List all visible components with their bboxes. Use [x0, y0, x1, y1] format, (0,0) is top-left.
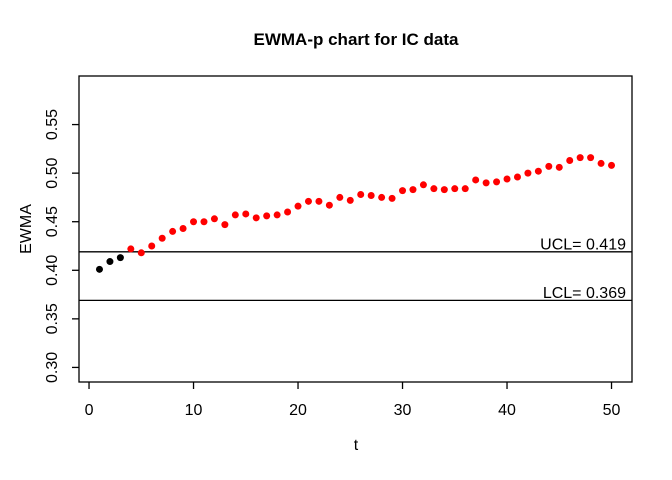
data-point [137, 249, 145, 257]
x-tick-label: 30 [394, 402, 412, 419]
data-point [106, 258, 114, 266]
data-point [430, 185, 438, 193]
x-tick-label: 0 [85, 402, 94, 419]
data-point [263, 212, 271, 220]
data-point [169, 227, 177, 235]
data-point [566, 157, 574, 165]
data-point [524, 169, 532, 177]
lcl-label: LCL= 0.369 [543, 285, 626, 302]
plot-box [78, 75, 633, 383]
data-point [461, 185, 469, 193]
data-point [284, 208, 292, 216]
y-tick-label: 0.50 [44, 157, 61, 188]
data-point [440, 186, 448, 194]
data-point [210, 215, 218, 223]
data-point [116, 254, 124, 262]
data-point [555, 163, 563, 171]
y-tick-label: 0.55 [44, 109, 61, 140]
data-point [399, 187, 407, 195]
x-tick-label: 10 [185, 402, 203, 419]
data-point [503, 175, 511, 183]
data-point [513, 173, 521, 181]
x-tick-label: 50 [603, 402, 621, 419]
y-tick-label: 0.45 [44, 206, 61, 237]
data-point [336, 193, 344, 201]
data-point [576, 154, 584, 162]
x-axis-label: t [354, 437, 359, 454]
data-point [231, 211, 239, 219]
data-point [367, 191, 375, 199]
data-point [545, 162, 553, 170]
data-point [221, 221, 229, 229]
y-tick-label: 0.35 [44, 303, 61, 334]
data-point [378, 193, 386, 201]
data-point [325, 201, 333, 209]
data-point [409, 186, 417, 194]
y-tick-label: 0.30 [44, 352, 61, 383]
data-point [346, 196, 354, 204]
ucl-label: UCL= 0.419 [540, 236, 626, 253]
data-point [597, 159, 605, 167]
data-point [419, 181, 427, 189]
data-point [482, 179, 490, 187]
plot-area: 0 10 20 30 40 50 0.30 0.35 0.40 0.45 0.50 0.55 UCL= … [44, 75, 633, 419]
data-point [127, 245, 135, 253]
data-point [388, 194, 396, 202]
y-axis-label: EWMA [18, 204, 35, 254]
data-point [252, 214, 260, 222]
data-point [304, 197, 312, 205]
data-point [95, 265, 103, 273]
data-point [200, 218, 208, 226]
data-point [472, 176, 480, 184]
data-point [242, 210, 250, 218]
data-point [534, 167, 542, 175]
data-point [451, 185, 459, 193]
data-point [608, 161, 616, 169]
y-tick-label: 0.40 [44, 255, 61, 286]
data-point [190, 218, 198, 226]
data-point [148, 242, 156, 250]
data-point [179, 225, 187, 233]
x-tick-label: 40 [498, 402, 516, 419]
data-point [587, 154, 595, 162]
data-point [315, 197, 323, 205]
chart-title: EWMA-p chart for IC data [254, 30, 459, 49]
data-point [357, 191, 365, 199]
data-point [158, 234, 166, 242]
x-tick-label: 20 [289, 402, 307, 419]
data-point [273, 211, 281, 219]
data-point [493, 178, 501, 186]
data-point [294, 202, 302, 210]
